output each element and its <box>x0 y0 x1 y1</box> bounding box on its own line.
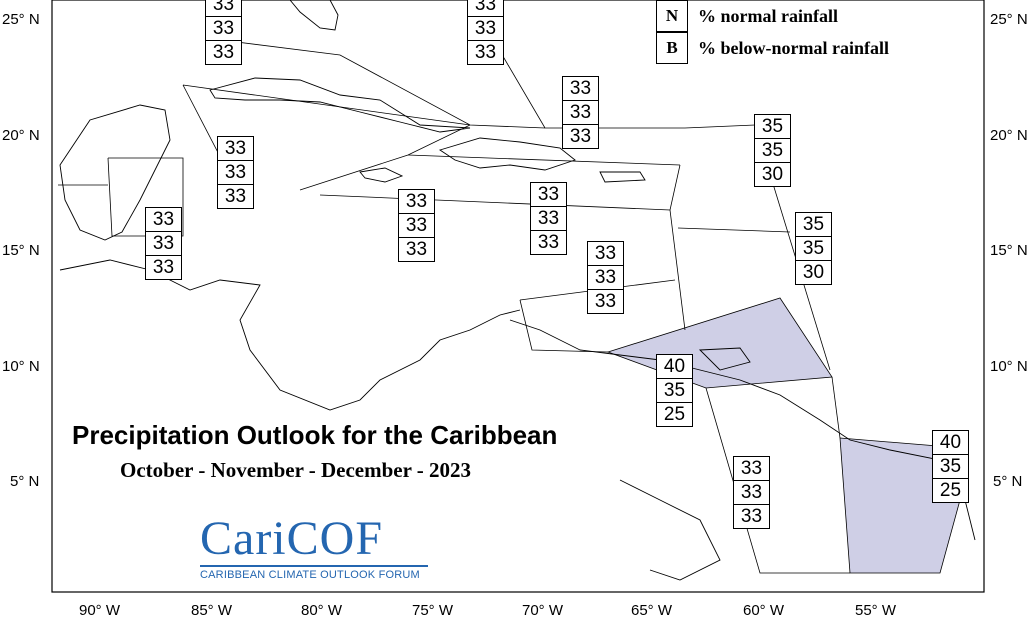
forecast-box-abc-islands: 33 33 33 <box>587 241 624 314</box>
forecast-value: 30 <box>802 262 825 283</box>
forecast-value: 25 <box>939 480 962 501</box>
forecast-box-belize: 33 33 33 <box>145 207 182 280</box>
puerto-rico-coast <box>599 171 646 183</box>
forecast-value: 33 <box>224 186 247 207</box>
lon-label-85: 85° W <box>191 602 233 619</box>
lat-label-left-20: 20° N <box>2 127 40 144</box>
logo-tagline: CARIBBEAN CLIMATE OUTLOOK FORUM <box>200 569 420 581</box>
forecast-value: 33 <box>588 266 623 290</box>
lat-label-right-25: 25° N <box>990 11 1028 28</box>
lon-label-75: 75° W <box>412 602 454 619</box>
caricof-logo: CariCOF CARIBBEAN CLIMATE OUTLOOK FORUM <box>200 515 428 581</box>
forecast-box-suriname: 40 35 25 <box>932 430 969 503</box>
lon-label-70: 70° W <box>522 602 564 619</box>
forecast-value: 33 <box>734 457 769 481</box>
forecast-value: 33 <box>405 239 428 260</box>
forecast-box-bahamas-east: 33 33 33 <box>467 0 504 65</box>
map-subtitle: October - November - December - 2023 <box>120 458 472 482</box>
forecast-value: 30 <box>761 164 784 185</box>
forecast-value: 35 <box>755 139 790 163</box>
forecast-value: 33 <box>468 0 503 17</box>
forecast-value: 35 <box>755 115 790 139</box>
yucatan-coast <box>59 104 171 241</box>
forecast-value: 25 <box>663 404 686 425</box>
lon-label-55: 55° W <box>855 602 897 619</box>
forecast-value: 33 <box>563 77 598 101</box>
forecast-value: 33 <box>218 161 253 185</box>
forecast-value: 33 <box>468 17 503 41</box>
forecast-value: 33 <box>537 232 560 253</box>
forecast-box-trinidad: 40 35 25 <box>656 354 693 427</box>
lat-label-right-5: 5° N <box>993 473 1023 490</box>
forecast-value: 35 <box>657 379 692 403</box>
forecast-box-windwards: 35 35 30 <box>795 212 832 285</box>
legend-key-below: B <box>656 32 688 64</box>
lon-label-65: 65° W <box>631 602 673 619</box>
logo-wordmark: CariCOF <box>200 512 384 565</box>
lat-label-left-5: 5° N <box>10 473 40 490</box>
forecast-value: 33 <box>594 291 617 312</box>
lat-label-right-10: 10° N <box>990 358 1028 375</box>
forecast-value: 33 <box>563 101 598 125</box>
legend: N % normal rainfall B % below-normal rai… <box>656 0 889 64</box>
lon-label-80: 80° W <box>301 602 343 619</box>
forecast-value: 33 <box>206 17 241 41</box>
trinidad-coast <box>698 347 751 371</box>
lat-label-left-25: 25° N <box>2 11 40 28</box>
colombia-pacific-coast <box>619 479 721 581</box>
logo-divider <box>200 565 428 567</box>
legend-label-normal: % normal rainfall <box>698 5 838 26</box>
lon-label-60: 60° W <box>743 602 785 619</box>
forecast-value: 33 <box>399 214 434 238</box>
forecast-value: 40 <box>657 355 692 379</box>
forecast-value: 33 <box>212 42 235 63</box>
forecast-box-jamaica: 33 33 33 <box>398 189 435 262</box>
hispaniola-coast <box>438 137 576 171</box>
forecast-value: 35 <box>796 237 831 261</box>
lat-label-right-20: 20° N <box>990 127 1028 144</box>
lat-label-right-15: 15° N <box>990 242 1028 259</box>
forecast-value: 33 <box>734 481 769 505</box>
zone-boundaries <box>58 0 850 574</box>
legend-row-below: B % below-normal rainfall <box>656 32 889 64</box>
map-frame <box>51 0 985 593</box>
legend-row-normal: N % normal rainfall <box>656 0 889 32</box>
shaded-region-windward <box>606 297 833 389</box>
forecast-value: 33 <box>474 42 497 63</box>
forecast-value: 33 <box>218 137 253 161</box>
lat-label-left-10: 10° N <box>2 358 40 375</box>
jamaica-coast <box>359 167 404 183</box>
forecast-box-hispaniola: 33 33 33 <box>562 76 599 149</box>
lon-label-90: 90° W <box>79 602 121 619</box>
florida-coast <box>289 0 339 31</box>
forecast-value: 40 <box>933 431 968 455</box>
forecast-box-cayman: 33 33 33 <box>217 136 254 209</box>
legend-label-below: % below-normal rainfall <box>698 37 889 58</box>
forecast-value: 33 <box>146 232 181 256</box>
forecast-box-leewards: 35 35 30 <box>754 114 791 187</box>
forecast-value: 33 <box>531 207 566 231</box>
map-title: Precipitation Outlook for the Caribbean <box>72 420 558 450</box>
forecast-value: 33 <box>569 126 592 147</box>
forecast-box-guyana: 33 33 33 <box>733 456 770 529</box>
central-america-coast <box>59 259 521 411</box>
forecast-value: 33 <box>146 208 181 232</box>
legend-key-normal: N <box>656 0 688 32</box>
forecast-value: 35 <box>796 213 831 237</box>
forecast-value: 33 <box>206 0 241 17</box>
lat-label-left-15: 15° N <box>2 242 40 259</box>
forecast-box-central-caribbean: 33 33 33 <box>530 182 567 255</box>
coastlines <box>59 0 976 581</box>
forecast-value: 35 <box>933 455 968 479</box>
cuba-coast <box>209 77 471 133</box>
forecast-value: 33 <box>588 242 623 266</box>
forecast-box-bahamas-west: 33 33 33 <box>205 0 242 65</box>
south-america-coast <box>509 319 976 541</box>
forecast-value: 33 <box>531 183 566 207</box>
forecast-value: 33 <box>740 506 763 527</box>
forecast-value: 33 <box>152 257 175 278</box>
forecast-value: 33 <box>399 190 434 214</box>
